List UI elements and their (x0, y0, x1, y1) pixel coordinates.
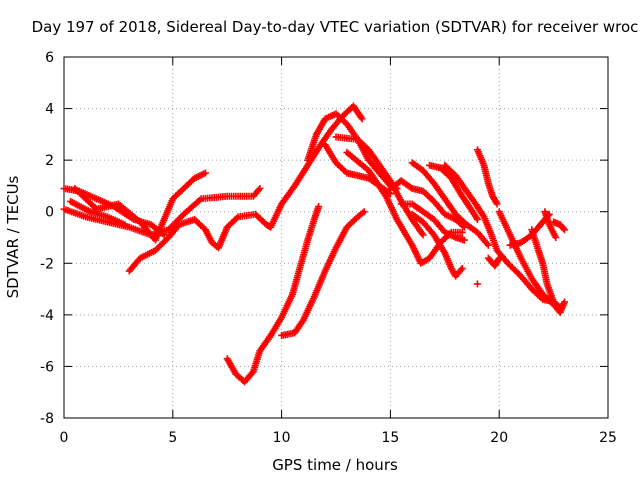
data-point (460, 236, 468, 244)
y-tick-label: 6 (45, 50, 54, 66)
x-tick-label: 25 (599, 430, 617, 446)
data-point (248, 369, 256, 377)
data-point (458, 228, 466, 236)
data-point (473, 215, 481, 223)
y-tick-label: -8 (40, 411, 54, 427)
x-tick-label: 20 (490, 430, 508, 446)
x-tick-label: 10 (273, 430, 291, 446)
chart-title: Day 197 of 2018, Sidereal Day-to-day VTE… (32, 18, 639, 36)
y-tick-label: -4 (40, 308, 54, 324)
y-tick-label: 4 (45, 102, 54, 118)
y-tick-label: 2 (45, 153, 54, 169)
data-point (458, 264, 466, 272)
data-point (360, 208, 368, 216)
data-points (60, 102, 568, 386)
data-point (315, 203, 323, 211)
data-point (473, 280, 481, 288)
x-tick-label: 0 (60, 430, 69, 446)
data-point (493, 200, 501, 208)
data-point (256, 185, 264, 193)
plot-frame (63, 56, 609, 419)
data-point (121, 221, 129, 229)
y-tick-label: 0 (45, 205, 54, 221)
y-tick-label: -2 (40, 256, 54, 272)
x-tick-label: 5 (168, 430, 177, 446)
x-axis-title: GPS time / hours (272, 456, 398, 474)
x-tick-label: 15 (381, 430, 399, 446)
axis-ticks: 0 5 10 15 20 25 -8 -6 -4 -2 0 2 4 6 (40, 50, 617, 446)
y-tick-label: -6 (40, 359, 54, 375)
data-point (358, 115, 366, 123)
data-point (552, 234, 560, 241)
data-point (201, 169, 209, 177)
y-axis-title: SDTVAR / TECUs (4, 175, 22, 298)
data-point (484, 241, 492, 249)
data-point (419, 231, 427, 239)
data-point (559, 224, 567, 232)
data-point (495, 254, 503, 262)
data-point (560, 226, 568, 234)
data-point (560, 298, 568, 306)
